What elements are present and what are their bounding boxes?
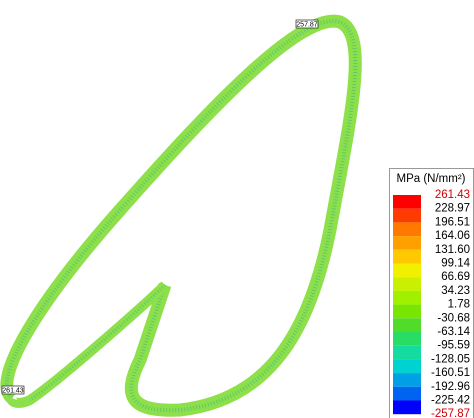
legend-swatch bbox=[393, 249, 421, 264]
legend-swatch bbox=[393, 263, 421, 278]
legend-swatch bbox=[393, 236, 421, 250]
legend-swatch bbox=[393, 332, 421, 346]
legend-value: -225.42 bbox=[431, 395, 470, 407]
legend-swatch bbox=[393, 386, 421, 401]
legend-value: -95.59 bbox=[437, 340, 470, 352]
legend-value: 196.51 bbox=[435, 216, 470, 228]
legend-value: -30.68 bbox=[437, 312, 470, 324]
min-tag-box bbox=[1, 385, 25, 395]
legend-swatch bbox=[393, 277, 421, 291]
legend-value: 1.78 bbox=[448, 299, 470, 311]
legend-swatch bbox=[393, 345, 421, 360]
legend-swatch bbox=[393, 318, 421, 332]
legend-title: MPa (N/mm²) bbox=[397, 173, 466, 185]
legend-swatch bbox=[393, 290, 421, 305]
max-tag: 257.87 bbox=[296, 21, 318, 28]
legend-swatch bbox=[393, 208, 421, 223]
legend-swatch bbox=[393, 222, 421, 237]
legend-value: -160.51 bbox=[431, 367, 470, 379]
legend-swatch bbox=[393, 304, 421, 319]
legend-value: 131.60 bbox=[435, 244, 470, 256]
legend-value: -257.87 bbox=[431, 408, 470, 418]
legend-swatch bbox=[393, 359, 421, 374]
legend-value: 164.06 bbox=[435, 230, 470, 242]
legend-value: 99.14 bbox=[441, 258, 470, 270]
legend-value: -128.05 bbox=[431, 353, 470, 365]
ring bbox=[0, 14, 362, 417]
legend-value: 228.97 bbox=[435, 203, 470, 215]
ring-tail bbox=[6, 281, 169, 408]
legend-swatch bbox=[393, 400, 421, 415]
min-tag: 261.43 bbox=[2, 387, 24, 394]
max-tag-box bbox=[295, 19, 319, 29]
legend-value: -192.96 bbox=[431, 381, 470, 393]
legend-swatch bbox=[393, 195, 421, 209]
legend-value: 34.23 bbox=[441, 285, 470, 297]
legend-value: 261.43 bbox=[435, 189, 470, 201]
legend-value: -63.14 bbox=[437, 326, 470, 338]
structure bbox=[0, 14, 362, 417]
legend-value: 66.69 bbox=[441, 271, 470, 283]
ring-hatch bbox=[4, 19, 358, 413]
legend-swatch bbox=[393, 373, 421, 387]
